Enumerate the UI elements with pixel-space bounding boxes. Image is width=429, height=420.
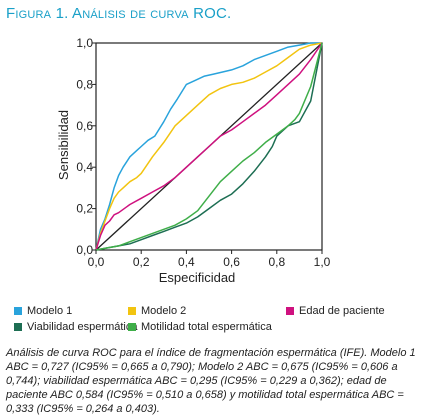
x-tick-label: 0,0 [88,255,105,269]
roc-chart: 0,0 0,2 0,4 0,6 0,8 1,0 0,0 0,2 0,4 0,6 0,8 1,0 Esp… [56,36,331,285]
legend-swatch [286,307,294,315]
x-tick-label: 0,4 [178,255,195,269]
legend-label: Viabilidad espermática [27,321,138,333]
legend-label: Modelo 2 [141,305,187,317]
x-tick-label: 1,0 [314,255,331,269]
x-tick-label: 0,8 [268,255,285,269]
series-line-1 [95,42,322,251]
y-tick-label: 1,0 [76,36,93,50]
legend-item-5: Motilidad total espermática [128,321,272,333]
legend-swatch [14,323,22,331]
legend-swatch [128,307,136,315]
legend-item-3: Edad de paciente [286,305,385,317]
legend-label: Modelo 1 [27,305,73,317]
chart-legend: Modelo 1 Modelo 2 Edad de paciente Viabilid… [14,305,424,337]
series-line-2 [95,42,323,251]
series-line-4 [95,42,323,251]
plot-frame [95,42,323,251]
y-tick-label: 0,4 [76,160,93,174]
legend-item-4: Viabilidad espermática [14,321,137,333]
y-tick-label: 0,6 [76,119,93,133]
series-group [95,42,323,251]
x-axis-label: Especificidad [159,270,236,285]
y-tick-label: 0,8 [76,77,93,91]
ticks-group: 0,0 0,2 0,4 0,6 0,8 1,0 0,0 0,2 0,4 0,6 0,8 1,0 [76,36,330,269]
y-axis-label: Sensibilidad [56,110,71,180]
plot-area [95,42,323,251]
legend-label: Motilidad total espermática [141,321,272,333]
x-tick-label: 0,2 [133,255,150,269]
series-line-5 [95,42,323,251]
y-tick-label: 0,0 [76,243,93,257]
y-tick-label: 0,2 [76,202,93,216]
x-tick-label: 0,6 [223,255,240,269]
figure-caption: Análisis de curva ROC para el índice de … [6,347,416,415]
legend-swatch [128,323,136,331]
legend-item-1: Modelo 1 [14,305,72,317]
legend-swatch [14,307,22,315]
legend-item-2: Modelo 2 [128,305,186,317]
legend-label: Edad de paciente [299,305,385,317]
figure-title: Figura 1. Análisis de curva ROC. [6,5,232,22]
series-line-3 [95,42,323,251]
